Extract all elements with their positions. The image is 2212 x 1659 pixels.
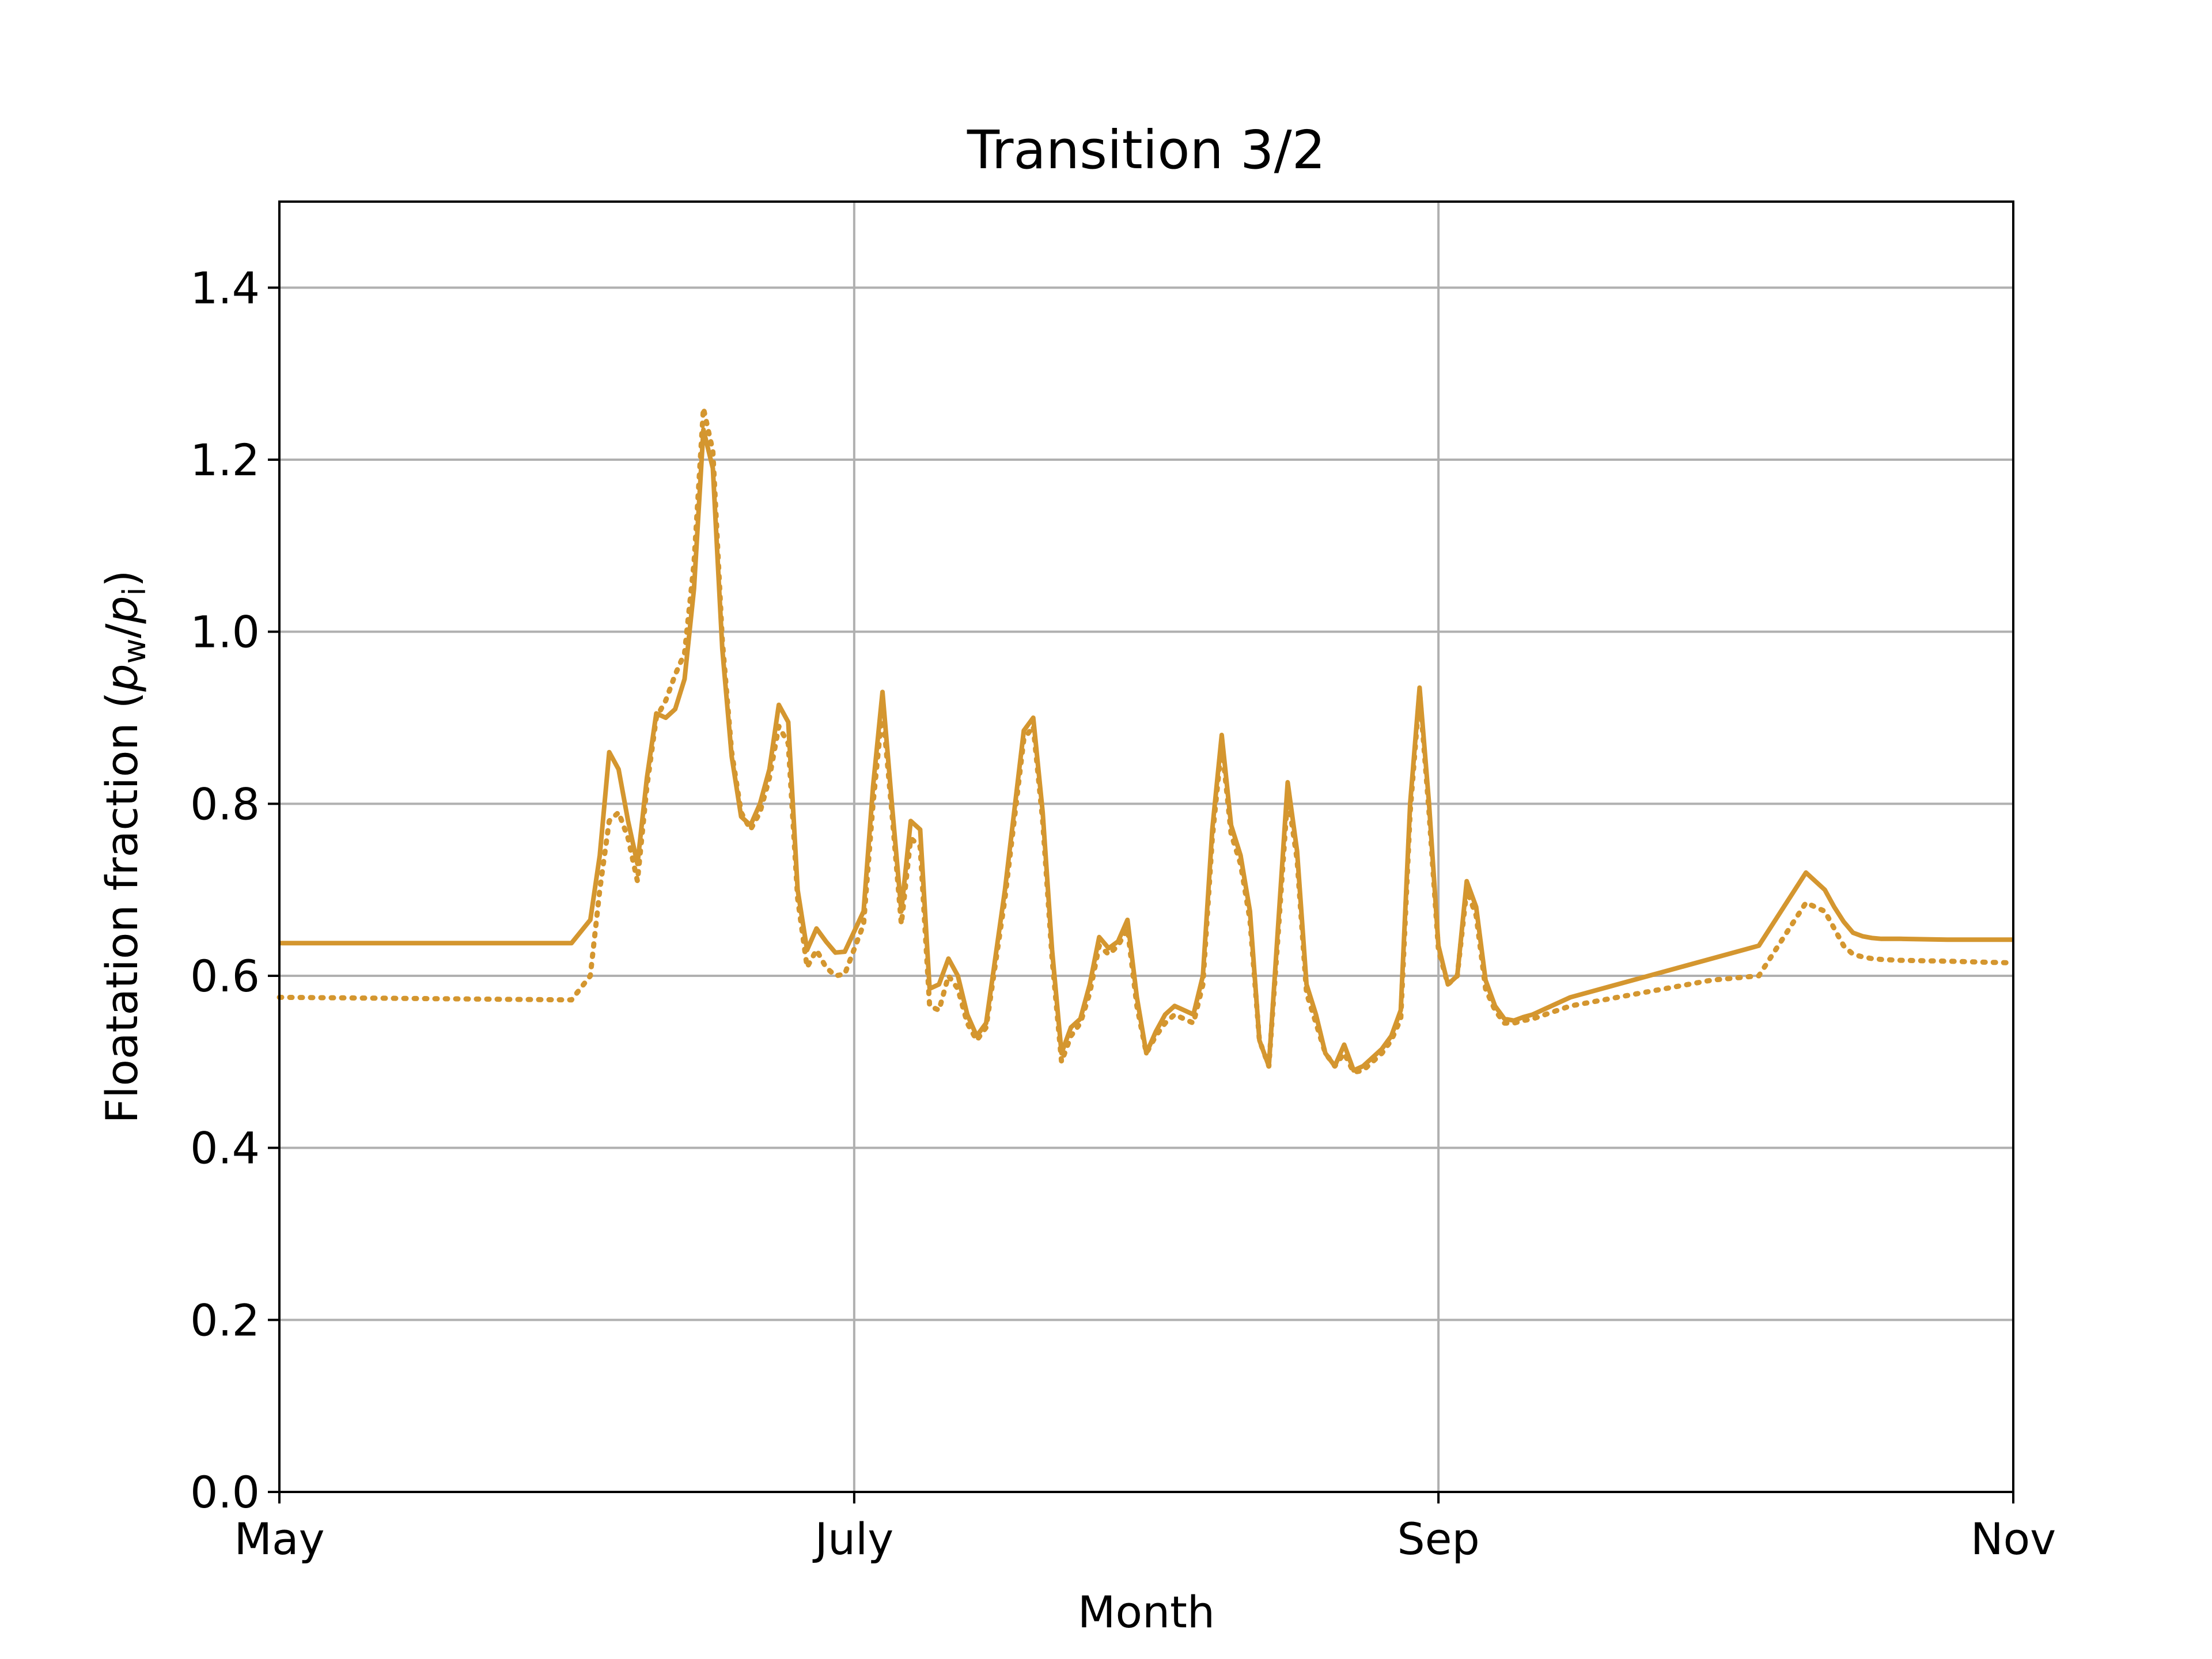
plot-frame	[278, 200, 2014, 1493]
y-axis-label-sub-w: w	[116, 638, 153, 664]
x-tick-label: May	[234, 1513, 324, 1565]
series-line-dotted	[276, 405, 2016, 1075]
y-axis-label-p-w: p	[96, 664, 147, 692]
x-axis-label: Month	[1078, 1586, 1215, 1638]
y-tick-label: 1.0	[190, 607, 260, 658]
y-axis-label-suffix: )	[96, 570, 147, 588]
y-axis-label-p-i: p	[96, 596, 147, 624]
y-tick-label: 1.4	[190, 262, 260, 313]
y-tick-label: 0.0	[190, 1467, 260, 1518]
y-axis-label-prefix: Floatation fraction (	[96, 692, 147, 1124]
y-tick-label: 0.4	[190, 1123, 260, 1174]
y-tick-label: 0.8	[190, 778, 260, 830]
chart-title: Transition 3/2	[967, 119, 1325, 181]
series-layer	[276, 405, 2016, 1075]
y-tick-label: 0.2	[190, 1294, 260, 1346]
y-axis-label-sub-i: i	[116, 587, 153, 596]
ticks: May July Sep Nov 0.0 0.2 0.4 0.6 0.8 1.0 1.2 1.4	[190, 262, 2056, 1565]
y-axis-label-slash: /	[96, 623, 147, 638]
y-axis-label: Floatation fraction (pw/pi)	[96, 570, 153, 1124]
y-tick-label: 1.2	[190, 434, 260, 486]
x-tick-label: Sep	[1397, 1513, 1479, 1565]
x-tick-label: Nov	[1971, 1513, 2056, 1565]
y-tick-label: 0.6	[190, 950, 260, 1002]
x-tick-label: July	[813, 1513, 894, 1565]
